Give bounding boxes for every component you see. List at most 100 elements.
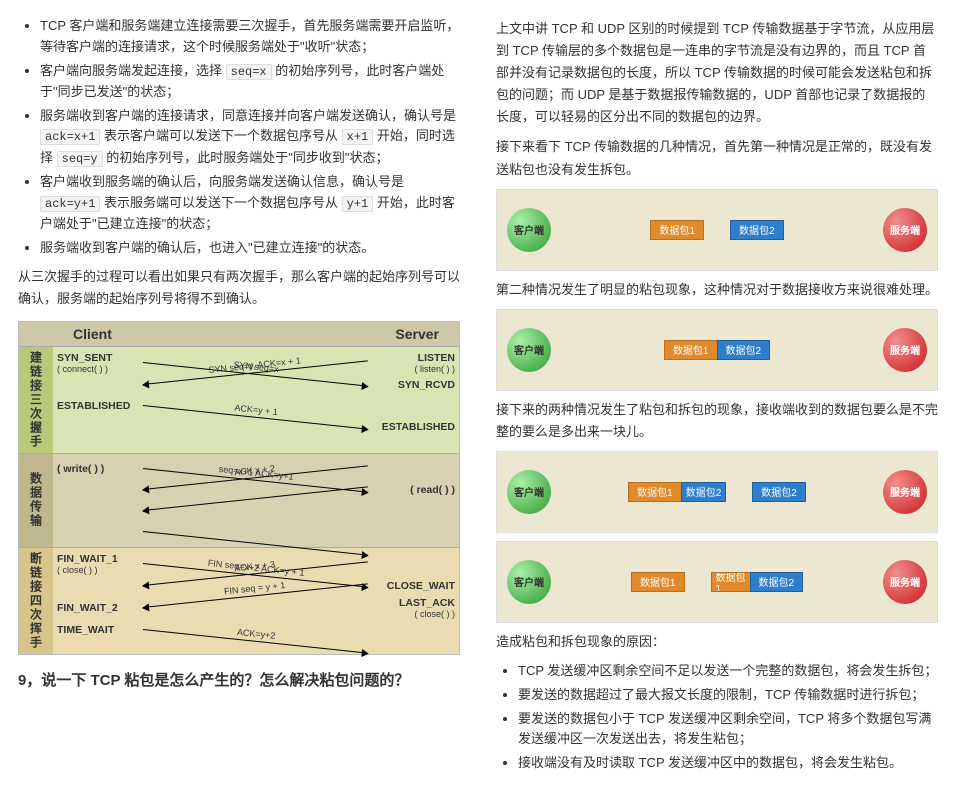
client-state: ( write( ) ) [55,463,143,475]
left-column: TCP 客户端和服务端建立连接需要三次握手，首先服务端需要开启监听，等待客户端的… [0,0,478,790]
packet-diagram-split-b: 客户端 数据包1 数据包1 数据包2 服务端 [496,541,938,623]
server-state: CLOSE_WAIT [369,580,457,592]
paragraph: 上文中讲 TCP 和 UDP 区别的时候提到 TCP 传输数据基于字节流，从应用… [496,18,938,128]
bullet-item: 服务端收到客户端的确认后，也进入"已建立连接"的状态。 [40,238,460,259]
arrow-row [55,501,457,521]
code-y1: y+1 [342,196,374,212]
client-circle: 客户端 [507,328,551,372]
diagram-phase: 数据传输( write( ) )seq=x+1 ACK=y+1ACK x + 2… [19,453,459,547]
right-column: 上文中讲 TCP 和 UDP 区别的时候提到 TCP 传输数据基于字节流，从应用… [478,0,956,790]
code-acky1: ack=y+1 [40,196,100,212]
server-state: ( read( ) ) [369,484,457,496]
bullet-text: 服务端收到客户端的确认后，也进入"已建立连接"的状态。 [40,240,374,255]
client-header: Client [53,326,256,342]
arrow-row: ESTABLISHED [55,417,457,437]
server-state: SYN_RCVD [369,379,457,391]
bullet-item: 服务端收到客户端的连接请求，同意连接并向客户端发送确认，确认号是 ack=x+1… [40,106,460,169]
server-circle: 服务端 [883,560,927,604]
tcp-handshake-diagram: Client Server 建链接三次握手SYN_SENT( connect( … [18,321,460,655]
code-seqy: seq=y [57,151,103,167]
packet-1: 数据包1 [631,572,685,592]
paragraph: 第二种情况发生了明显的粘包现象，这种情况对于数据接收方来说很难处理。 [496,279,938,301]
server-state: ESTABLISHED [369,421,457,433]
phase-content: FIN_WAIT_1( close( ) )FIN seq=x+2 ACK=y … [53,548,459,654]
client-state: FIN_WAIT_1( close( ) ) [55,553,143,575]
code-ackx1: ack=x+1 [40,129,100,145]
client-circle: 客户端 [507,208,551,252]
client-circle: 客户端 [507,470,551,514]
packet-1: 数据包1 [664,340,718,360]
packet-2: 数据包2 [717,340,771,360]
arrow-label: ACK=y+2 [236,627,275,641]
arrow-row: TIME_WAIT ACK=y+2 [55,620,457,640]
packet-1-part: 数据包1 [711,572,751,592]
packet-diagram-normal: 客户端 数据包1 数据包2 服务端 [496,189,938,271]
section-heading-9: 9，说一下 TCP 粘包是怎么产生的？怎么解决粘包问题的？ [18,669,460,690]
code-x1: x+1 [342,129,374,145]
arrow-area [143,501,369,521]
bullet-item: 客户端向服务端发起连接，选择 seq=x 的初始序列号，此时客户端处于"同步已发… [40,61,460,103]
arrow-area: SYN seq=y, ACK=x + 1 [143,375,369,395]
arrow-area: ACK=y+2 [143,620,369,640]
packet-2-partB: 数据包2 [752,482,806,502]
cause-item: TCP 发送缓冲区剩余空间不足以发送一个完整的数据包，将会发生拆包； [518,661,938,682]
phase-label: 建链接三次握手 [19,347,53,453]
packets-row: 数据包1 数据包2 [551,340,883,360]
packets-row: 数据包1 数据包2 [551,220,883,240]
bullet-text: 客户端收到服务端的确认后，向服务端发送确认信息，确认号是 ack=y+1 表示服… [40,174,455,231]
diagram-phase: 建链接三次握手SYN_SENT( connect( ) )SYN seq=xLI… [19,346,459,453]
client-circle: 客户端 [507,560,551,604]
packet-diagram-stick: 客户端 数据包1 数据包2 服务端 [496,309,938,391]
paragraph: 接下来看下 TCP 传输数据的几种情况，首先第一种情况是正常的，既没有发送粘包也… [496,136,938,180]
arrow-row [55,522,457,542]
bullet-text: 客户端向服务端发起连接，选择 seq=x 的初始序列号，此时客户端处于"同步已发… [40,63,444,99]
packet-2: 数据包2 [730,220,784,240]
cause-item: 要发送的数据包小于 TCP 发送缓冲区剩余空间，TCP 将多个数据包写满发送缓冲… [518,709,938,751]
client-state: ESTABLISHED [55,400,143,412]
server-header: Server [256,326,459,342]
server-circle: 服务端 [883,328,927,372]
arrow-row: SYN seq=y, ACK=x + 1SYN_RCVD [55,375,457,395]
server-circle: 服务端 [883,470,927,514]
phase-label: 数据传输 [19,454,53,547]
packets-row: 数据包1 数据包2 数据包2 [551,482,883,502]
arrow-row: ACK x + 2( read( ) ) [55,480,457,500]
packet-2: 数据包2 [750,572,804,592]
server-state: LISTEN( listen( ) ) [369,352,457,374]
client-state: SYN_SENT( connect( ) ) [55,352,143,374]
code-seqx: seq=x [226,64,272,80]
bullets-list-1: TCP 客户端和服务端建立连接需要三次握手，首先服务端需要开启监听，等待客户端的… [18,16,460,258]
packet-2-partA: 数据包2 [681,482,727,502]
phase-content: ( write( ) )seq=x+1 ACK=y+1ACK x + 2( re… [53,454,459,547]
server-state: LAST_ACK( close( ) ) [369,597,457,619]
bullet-text: 服务端收到客户端的连接请求，同意连接并向客户端发送确认，确认号是 ack=x+1… [40,108,456,165]
packet-1: 数据包1 [650,220,704,240]
packet-diagram-split-a: 客户端 数据包1 数据包2 数据包2 服务端 [496,451,938,533]
packet-1: 数据包1 [628,482,682,502]
paragraph: 从三次握手的过程可以看出如果只有两次握手，那么客户端的起始序列号可以确认，服务端… [18,266,460,310]
paragraph: 造成粘包和拆包现象的原因： [496,631,938,653]
cause-item: 要发送的数据超过了最大报文长度的限制，TCP 传输数据时进行拆包； [518,685,938,706]
bullet-text: TCP 客户端和服务端建立连接需要三次握手，首先服务端需要开启监听，等待客户端的… [40,18,459,54]
arrow-row: FIN_WAIT_2FIN seq = y + 1LAST_ACK( close… [55,597,457,619]
packets-row: 数据包1 数据包1 数据包2 [551,572,883,592]
arrow-row: ESTABLISHED ACK=y + 1 [55,396,457,416]
bullet-item: TCP 客户端和服务端建立连接需要三次握手，首先服务端需要开启监听，等待客户端的… [40,16,460,58]
phase-content: SYN_SENT( connect( ) )SYN seq=xLISTEN( l… [53,347,459,453]
paragraph: 接下来的两种情况发生了粘包和拆包的现象，接收端收到的数据包要么是不完整的要么是多… [496,399,938,443]
diagram-phase: 断链接四次挥手FIN_WAIT_1( close( ) )FIN seq=x+2… [19,547,459,654]
client-state: TIME_WAIT [55,624,143,636]
arrow-area [143,417,369,437]
diagram-header: Client Server [19,322,459,346]
causes-list: TCP 发送缓冲区剩余空间不足以发送一个完整的数据包，将会发生拆包； 要发送的数… [496,661,938,774]
cause-item: 接收端没有及时读取 TCP 发送缓冲区中的数据包，将会发生粘包。 [518,753,938,774]
client-state: FIN_WAIT_2 [55,602,143,614]
arrow-area: FIN seq = y + 1 [143,598,369,618]
arrow-label: ACK=y + 1 [234,403,278,417]
phase-label: 断链接四次挥手 [19,548,53,654]
arrow-area [143,522,369,542]
arrow-line: ACK=y+2 [143,629,368,654]
arrow-area: ACK=y + 1 [143,396,369,416]
bullet-item: 客户端收到服务端的确认后，向服务端发送确认信息，确认号是 ack=y+1 表示服… [40,172,460,235]
server-circle: 服务端 [883,208,927,252]
